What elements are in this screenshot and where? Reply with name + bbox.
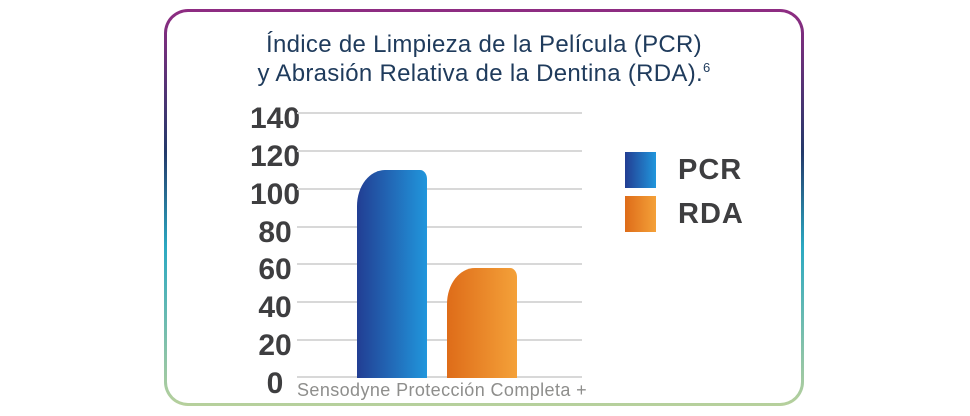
y-axis-labels: 0 20 40 60 80 100 120 140 [210, 9, 340, 406]
legend-item-pcr: PCR [625, 152, 744, 188]
chart-title-line2: y Abrasión Relativa de la Dentina (RDA). [257, 60, 703, 87]
y-tick-label: 0 [266, 367, 284, 400]
y-tick-label: 120 [249, 139, 301, 173]
bar-pcr [357, 169, 427, 378]
plot-area [297, 112, 582, 378]
chart-title-footnote-marker: 6 [703, 60, 711, 75]
gridline [297, 339, 582, 342]
y-tick-label: 80 [258, 215, 292, 249]
gridline [297, 149, 582, 152]
y-tick-label: 40 [258, 291, 292, 325]
y-tick-label: 20 [258, 329, 292, 363]
gridline [297, 187, 582, 190]
gridline [297, 301, 582, 304]
legend-label-rda: RDA [678, 197, 744, 230]
gridline [297, 225, 582, 228]
y-tick-label: 100 [249, 177, 301, 211]
bar-rda [447, 268, 517, 378]
gridline [297, 263, 582, 266]
legend-swatch-pcr [625, 152, 656, 188]
y-tick-label: 60 [258, 253, 292, 287]
chart-title: Índice de Limpieza de la Película (PCR) … [164, 30, 804, 88]
legend-label-pcr: PCR [678, 153, 743, 186]
legend: PCR RDA [625, 152, 744, 232]
y-tick-label: 140 [249, 102, 301, 135]
legend-swatch-rda [625, 196, 656, 232]
gridline [297, 376, 582, 378]
chart-title-line1: Índice de Limpieza de la Película (PCR) [266, 31, 702, 58]
gridline [297, 112, 582, 114]
x-axis-category-label: Sensodyne Protección Completa + [297, 380, 588, 400]
legend-item-rda: RDA [625, 196, 744, 232]
chart-card-border: Índice de Limpieza de la Película (PCR) … [164, 9, 804, 406]
